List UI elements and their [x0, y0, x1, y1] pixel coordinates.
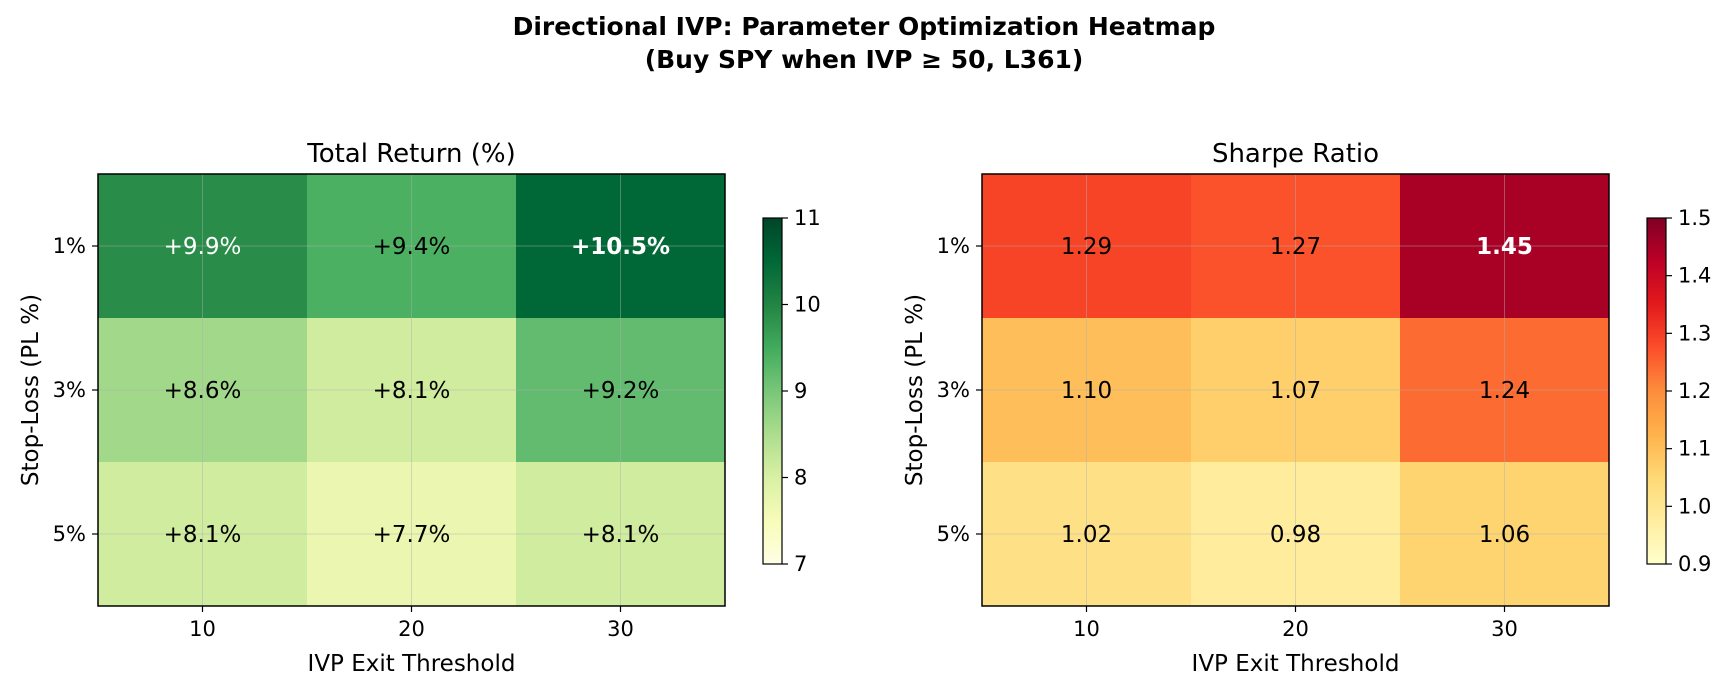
cell-label: +8.1% — [164, 522, 242, 548]
colorbar — [762, 217, 783, 565]
cell-label: 1.10 — [1061, 378, 1112, 404]
heatmap-cell — [1400, 318, 1610, 463]
colorbar-tick-label: 10 — [794, 293, 821, 317]
cell-label: +8.1% — [373, 378, 451, 404]
x-tick-label: 10 — [1073, 617, 1100, 641]
cell-label: +9.9% — [164, 234, 242, 260]
heatmap-cell — [307, 318, 517, 463]
heatmap-cell — [98, 462, 308, 607]
colorbar-tick-label: 9 — [794, 379, 807, 403]
heatmap-cell — [516, 462, 726, 607]
x-tick-label: 20 — [1282, 617, 1309, 641]
y-axis-label: Stop-Loss (PL %) — [902, 294, 928, 486]
heatmap-cell — [98, 318, 308, 463]
heatmap-cell — [307, 174, 517, 319]
colorbar-tick-label: 1.0 — [1678, 494, 1711, 518]
colorbar — [1646, 217, 1667, 565]
cell-label: +9.4% — [373, 234, 451, 260]
cell-label: +8.1% — [582, 522, 660, 548]
y-tick-label: 3% — [53, 378, 86, 402]
heatmap-cell — [1400, 174, 1610, 319]
cell-label: +9.2% — [582, 378, 660, 404]
colorbar-tick-label: 1.5 — [1678, 206, 1711, 230]
cell-label: 1.02 — [1061, 522, 1112, 548]
colorbar-tick-label: 1.4 — [1678, 264, 1711, 288]
cell-label: 1.29 — [1061, 234, 1112, 260]
chart-title: Sharpe Ratio — [1212, 139, 1379, 169]
chart-title: Total Return (%) — [306, 139, 516, 169]
cell-label: 1.06 — [1479, 522, 1530, 548]
heatmap-cell — [516, 318, 726, 463]
heatmap-cell — [98, 174, 308, 319]
colorbar-tick-label: 7 — [794, 552, 807, 576]
x-axis-label: IVP Exit Threshold — [308, 651, 516, 677]
colorbar-tick-label: 1.3 — [1678, 321, 1711, 345]
cell-label: 1.45 — [1476, 234, 1533, 260]
colorbar-tick-label: 11 — [794, 206, 821, 230]
colorbar-tick-label: 1.1 — [1678, 437, 1711, 461]
cell-label: 0.98 — [1270, 522, 1321, 548]
y-axis-label: Stop-Loss (PL %) — [18, 294, 44, 486]
cell-label: +10.5% — [571, 234, 670, 260]
heatmap-cell — [982, 174, 1192, 319]
y-tick-label: 5% — [937, 522, 970, 546]
x-tick-label: 30 — [1491, 617, 1518, 641]
heatmap-cell — [982, 318, 1192, 463]
heatmap-total-return: Total Return (%) +9.9% +9.4% +10.5% +8.6% +8.… — [18, 139, 821, 677]
heatmap-cell — [1191, 318, 1401, 463]
suptitle-line1: Directional IVP: Parameter Optimization … — [513, 12, 1216, 41]
colorbar-tick-label: 0.9 — [1678, 552, 1711, 576]
y-tick-label: 3% — [937, 378, 970, 402]
x-tick-label: 20 — [398, 617, 425, 641]
x-tick-label: 10 — [189, 617, 216, 641]
x-axis-label: IVP Exit Threshold — [1192, 651, 1400, 677]
colorbar-tick-label: 1.2 — [1678, 379, 1711, 403]
heatmap-cell — [1191, 462, 1401, 607]
cell-label: 1.24 — [1479, 378, 1530, 404]
heatmap-cell — [1400, 462, 1610, 607]
x-tick-label: 30 — [607, 617, 634, 641]
heatmap-cell — [516, 174, 726, 319]
y-tick-label: 5% — [53, 522, 86, 546]
y-tick-label: 1% — [53, 234, 86, 258]
heatmap-cell — [1191, 174, 1401, 319]
cell-label: 1.07 — [1270, 378, 1321, 404]
colorbar-tick-label: 8 — [794, 466, 807, 490]
suptitle-line2: (Buy SPY when IVP ≥ 50, L361) — [645, 45, 1084, 74]
heatmap-cell — [982, 462, 1192, 607]
cell-label: +7.7% — [373, 522, 451, 548]
cell-label: 1.27 — [1270, 234, 1321, 260]
heatmap-cell — [307, 462, 517, 607]
y-tick-label: 1% — [937, 234, 970, 258]
cell-label: +8.6% — [164, 378, 242, 404]
